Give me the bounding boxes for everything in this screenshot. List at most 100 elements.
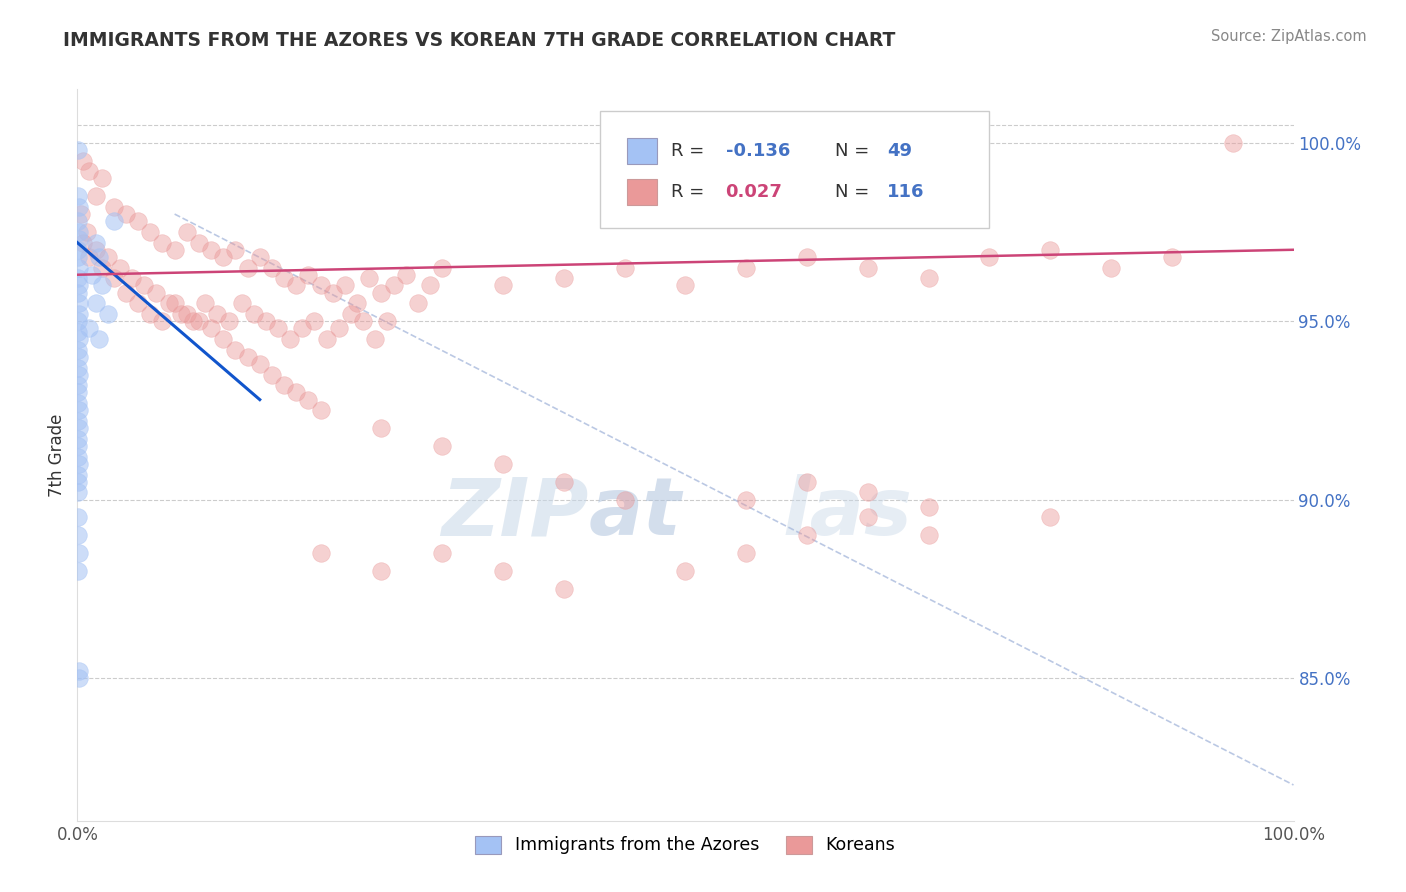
- Point: [231, 296, 253, 310]
- Point: [67, 307, 90, 321]
- Point: [188, 235, 211, 250]
- Point: [918, 500, 941, 514]
- Text: R =: R =: [671, 183, 710, 202]
- Y-axis label: 7th Grade: 7th Grade: [48, 413, 66, 497]
- Point: [84, 189, 107, 203]
- Point: [675, 564, 697, 578]
- Point: [97, 307, 120, 321]
- Point: [359, 271, 381, 285]
- Point: [304, 314, 326, 328]
- Point: [492, 564, 515, 578]
- Point: [333, 278, 356, 293]
- Point: [328, 321, 350, 335]
- Point: [249, 357, 271, 371]
- Point: [145, 285, 167, 300]
- Point: [278, 332, 301, 346]
- Point: [67, 664, 90, 678]
- Text: N =: N =: [835, 183, 875, 202]
- Point: [224, 243, 246, 257]
- Text: IMMIGRANTS FROM THE AZORES VS KOREAN 7TH GRADE CORRELATION CHART: IMMIGRANTS FROM THE AZORES VS KOREAN 7TH…: [63, 31, 896, 50]
- Point: [103, 200, 125, 214]
- Point: [67, 278, 90, 293]
- Point: [67, 546, 90, 560]
- Point: [103, 271, 125, 285]
- Point: [735, 260, 758, 275]
- Point: [72, 235, 94, 250]
- Point: [352, 314, 374, 328]
- Point: [979, 250, 1001, 264]
- Point: [382, 278, 405, 293]
- Point: [796, 475, 818, 489]
- Point: [79, 164, 101, 178]
- Point: [67, 350, 90, 364]
- Point: [242, 307, 264, 321]
- Point: [163, 243, 186, 257]
- Point: [346, 296, 368, 310]
- Point: [322, 285, 344, 300]
- Point: [67, 271, 90, 285]
- Point: [67, 396, 90, 410]
- Point: [66, 143, 89, 157]
- Point: [188, 314, 211, 328]
- Point: [67, 189, 90, 203]
- Point: [395, 268, 418, 282]
- Point: [291, 321, 314, 335]
- Point: [89, 332, 111, 346]
- Point: [67, 250, 90, 264]
- Point: [67, 260, 90, 275]
- Point: [67, 332, 90, 346]
- Point: [430, 546, 453, 560]
- Point: [370, 285, 392, 300]
- Point: [430, 439, 453, 453]
- Point: [309, 546, 332, 560]
- Point: [121, 271, 143, 285]
- Point: [67, 450, 90, 464]
- Point: [84, 296, 107, 310]
- Point: [340, 307, 363, 321]
- Point: [67, 200, 90, 214]
- Point: [613, 492, 636, 507]
- Point: [856, 260, 879, 275]
- Point: [430, 260, 453, 275]
- Point: [205, 307, 228, 321]
- Point: [70, 207, 93, 221]
- Point: [249, 250, 271, 264]
- Point: [370, 564, 392, 578]
- Point: [285, 278, 308, 293]
- Point: [181, 314, 204, 328]
- Point: [67, 296, 90, 310]
- Text: at: at: [588, 475, 681, 552]
- Point: [79, 250, 101, 264]
- Legend: Immigrants from the Azores, Koreans: Immigrants from the Azores, Koreans: [467, 827, 904, 863]
- Point: [553, 475, 575, 489]
- Point: [76, 225, 98, 239]
- Point: [1161, 250, 1184, 264]
- Point: [103, 214, 125, 228]
- Point: [67, 360, 90, 375]
- Text: N =: N =: [835, 142, 875, 161]
- Point: [67, 403, 90, 417]
- Point: [115, 285, 138, 300]
- Bar: [627, 179, 658, 205]
- Point: [157, 296, 180, 310]
- Point: [90, 171, 112, 186]
- Point: [1099, 260, 1122, 275]
- Point: [139, 225, 162, 239]
- Point: [309, 278, 332, 293]
- Text: 0.027: 0.027: [725, 183, 782, 202]
- Bar: [627, 138, 658, 164]
- Point: [224, 343, 246, 357]
- FancyBboxPatch shape: [600, 112, 990, 228]
- Point: [796, 250, 818, 264]
- Point: [67, 432, 90, 446]
- Point: [273, 378, 295, 392]
- Point: [492, 457, 515, 471]
- Point: [67, 564, 90, 578]
- Point: [67, 421, 90, 435]
- Point: [194, 296, 217, 310]
- Point: [90, 278, 112, 293]
- Point: [309, 403, 332, 417]
- Point: [67, 467, 90, 482]
- Point: [163, 296, 186, 310]
- Point: [200, 243, 222, 257]
